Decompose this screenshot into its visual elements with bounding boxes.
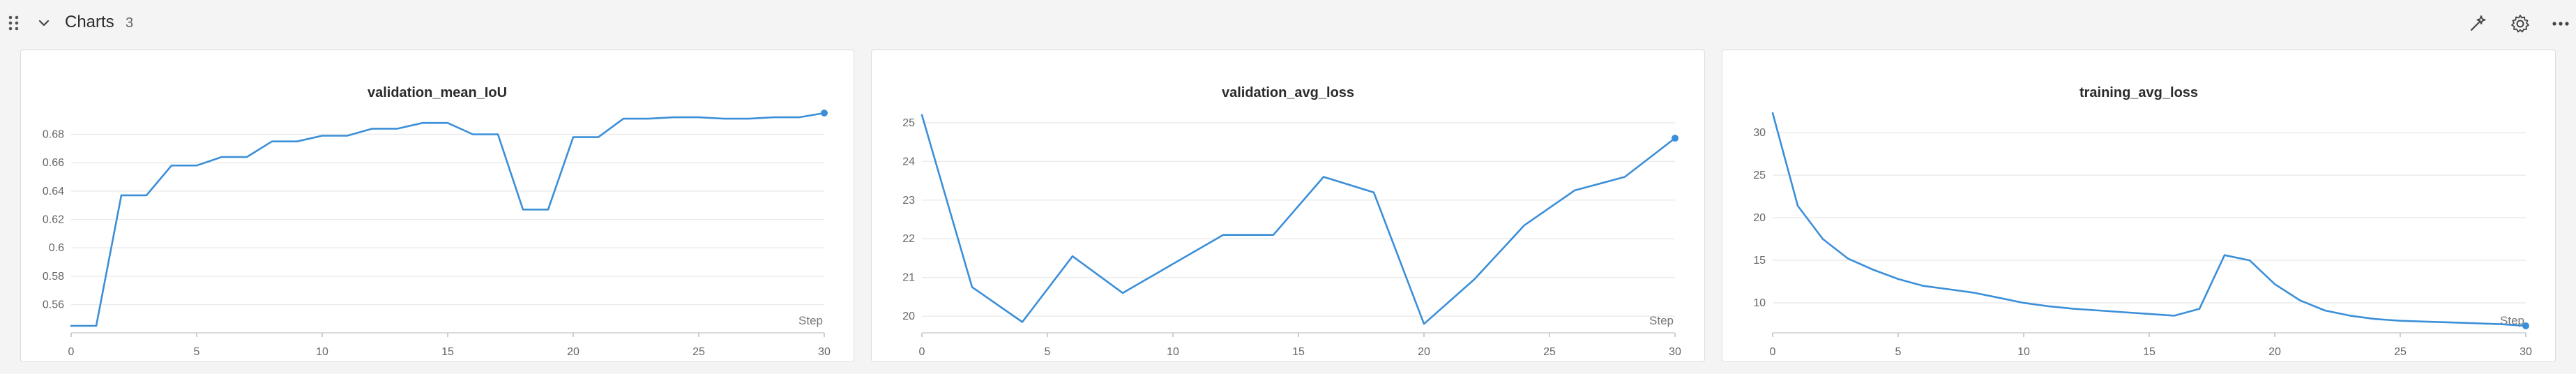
x-tick-label: 15 [441, 346, 454, 358]
magic-wand-icon[interactable] [2466, 13, 2488, 35]
x-tick-label: 30 [818, 346, 831, 358]
x-tick-label: 5 [194, 346, 200, 358]
series-line[interactable] [70, 112, 826, 327]
x-tick-label: 15 [2143, 346, 2155, 358]
chart-title: validation_mean_IoU [367, 85, 508, 100]
y-tick-label: 30 [1753, 127, 1766, 139]
x-tick-label: 0 [68, 346, 75, 358]
x-tick-label: 20 [567, 346, 579, 358]
y-tick-label: 23 [902, 195, 915, 207]
series-line[interactable] [920, 114, 1676, 325]
chart-title: training_avg_loss [2079, 85, 2199, 100]
x-axis-label: Step [1649, 314, 1674, 327]
x-tick-label: 15 [1292, 346, 1305, 358]
chevron-down-icon[interactable] [35, 14, 53, 32]
y-tick-label: 0.58 [43, 271, 64, 283]
y-tick-label: 21 [902, 272, 915, 284]
last-point-marker [821, 110, 828, 117]
x-tick-label: 0 [1770, 346, 1776, 358]
more-horizontal-icon[interactable] [2550, 13, 2572, 35]
x-tick-label: 30 [1669, 346, 1681, 358]
x-tick-label: 25 [1543, 346, 1556, 358]
y-tick-label: 0.56 [43, 299, 64, 311]
x-tick-label: 10 [316, 346, 328, 358]
x-tick-label: 5 [1895, 346, 1902, 358]
y-tick-label: 0.62 [43, 214, 64, 226]
section-header: Charts 3 [0, 0, 2576, 47]
x-tick-label: 5 [1045, 346, 1051, 358]
chart-panel-validation-mean-iou[interactable]: validation_mean_IoU 0.56 0.58 0.6 0.62 0.64 0… [20, 50, 854, 362]
drag-handle-icon[interactable] [7, 14, 21, 32]
y-tick-label: 10 [1753, 297, 1766, 309]
gear-icon[interactable] [2509, 13, 2531, 35]
line-chart: 0.56 0.58 0.6 0.62 0.64 0.66 0.68 0 5 10 15 20 25 30 S… [43, 110, 831, 358]
x-tick-label: 10 [1167, 346, 1179, 358]
x-tick-label: 20 [2268, 346, 2281, 358]
x-tick-label: 30 [2520, 346, 2532, 358]
y-tick-label: 20 [902, 311, 915, 322]
y-tick-label: 0.6 [49, 242, 64, 254]
section-title[interactable]: Charts [65, 13, 114, 31]
x-axis-label: Step [798, 314, 823, 327]
x-tick-label: 10 [2017, 346, 2030, 358]
last-point-marker [1672, 135, 1679, 142]
x-tick-label: 0 [919, 346, 925, 358]
x-tick-label: 25 [692, 346, 705, 358]
y-tick-label: 0.66 [43, 157, 64, 169]
y-tick-label: 0.68 [43, 129, 64, 141]
y-tick-label: 15 [1753, 255, 1766, 267]
y-tick-label: 24 [902, 156, 915, 167]
y-tick-label: 25 [902, 117, 915, 129]
x-tick-label: 25 [2394, 346, 2407, 358]
last-point-marker [2522, 322, 2529, 329]
y-tick-label: 22 [902, 233, 915, 245]
series-line[interactable] [1771, 112, 2527, 327]
chart-title: validation_avg_loss [1221, 85, 1355, 100]
section-count: 3 [126, 15, 134, 31]
chart-panel-training-avg-loss[interactable]: training_avg_loss 10 15 20 25 30 0 5 10 15 20 25 30… [1722, 50, 2556, 362]
x-tick-label: 20 [1418, 346, 1430, 358]
line-chart: 20 21 22 23 24 25 0 5 10 15 20 25 30 Step [902, 114, 1681, 358]
y-tick-label: 20 [1753, 212, 1766, 224]
y-tick-label: 0.64 [43, 186, 64, 197]
chart-panel-validation-avg-loss[interactable]: validation_avg_loss 20 21 22 23 24 25 0 5 10 15 20… [871, 50, 1705, 362]
y-tick-label: 25 [1753, 170, 1766, 181]
